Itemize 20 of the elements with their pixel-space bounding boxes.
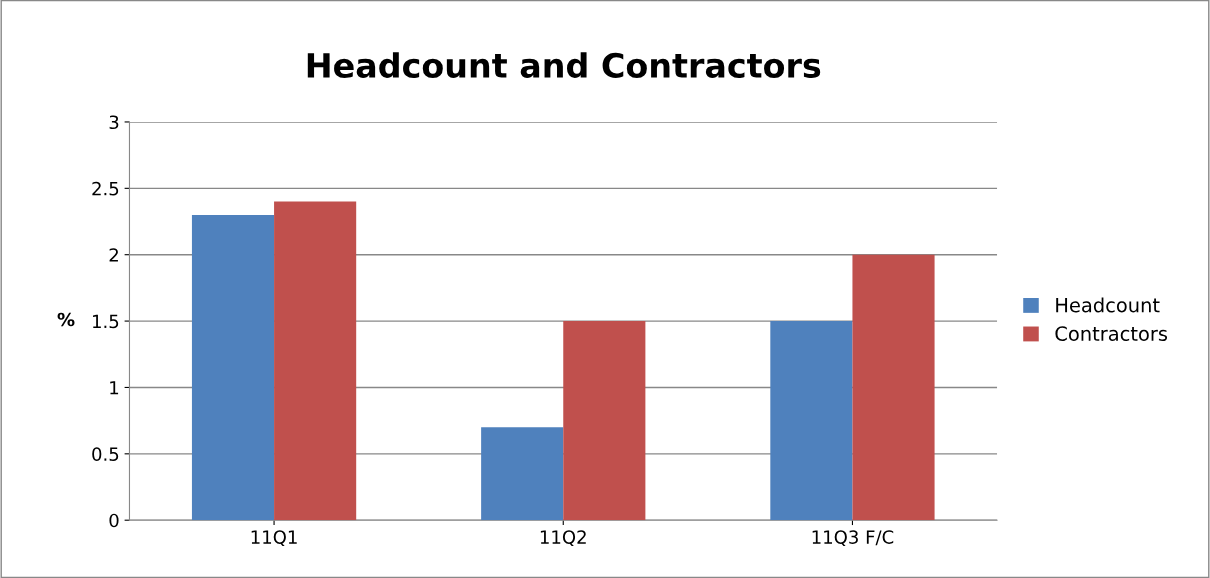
bar: [191, 214, 275, 521]
x-tick-label: 11Q1: [251, 530, 297, 546]
bar: [770, 321, 853, 521]
legend-label: Headcount: [1056, 297, 1160, 313]
y-tick-label: 0: [109, 513, 119, 528]
legend-label: Contractors: [1055, 326, 1168, 341]
bar: [481, 427, 564, 521]
x-tick-label: 11Q2: [540, 530, 586, 546]
y-tick-label: 2.5: [92, 181, 119, 196]
bar: [274, 201, 357, 521]
y-tick-label: 3: [109, 115, 119, 130]
y-tick-label: 0.5: [92, 447, 119, 461]
x-tick-label: 11Q3 F/C: [812, 530, 894, 546]
y-axis-title: %: [57, 312, 75, 327]
y-tick-label: 2: [109, 248, 118, 262]
bar: [852, 254, 935, 521]
y-tick-label: 1: [110, 381, 119, 395]
bar: [563, 321, 646, 521]
y-tick-label: 1.5: [93, 314, 119, 329]
chart-title: Headcount and Contractors: [307, 52, 821, 78]
